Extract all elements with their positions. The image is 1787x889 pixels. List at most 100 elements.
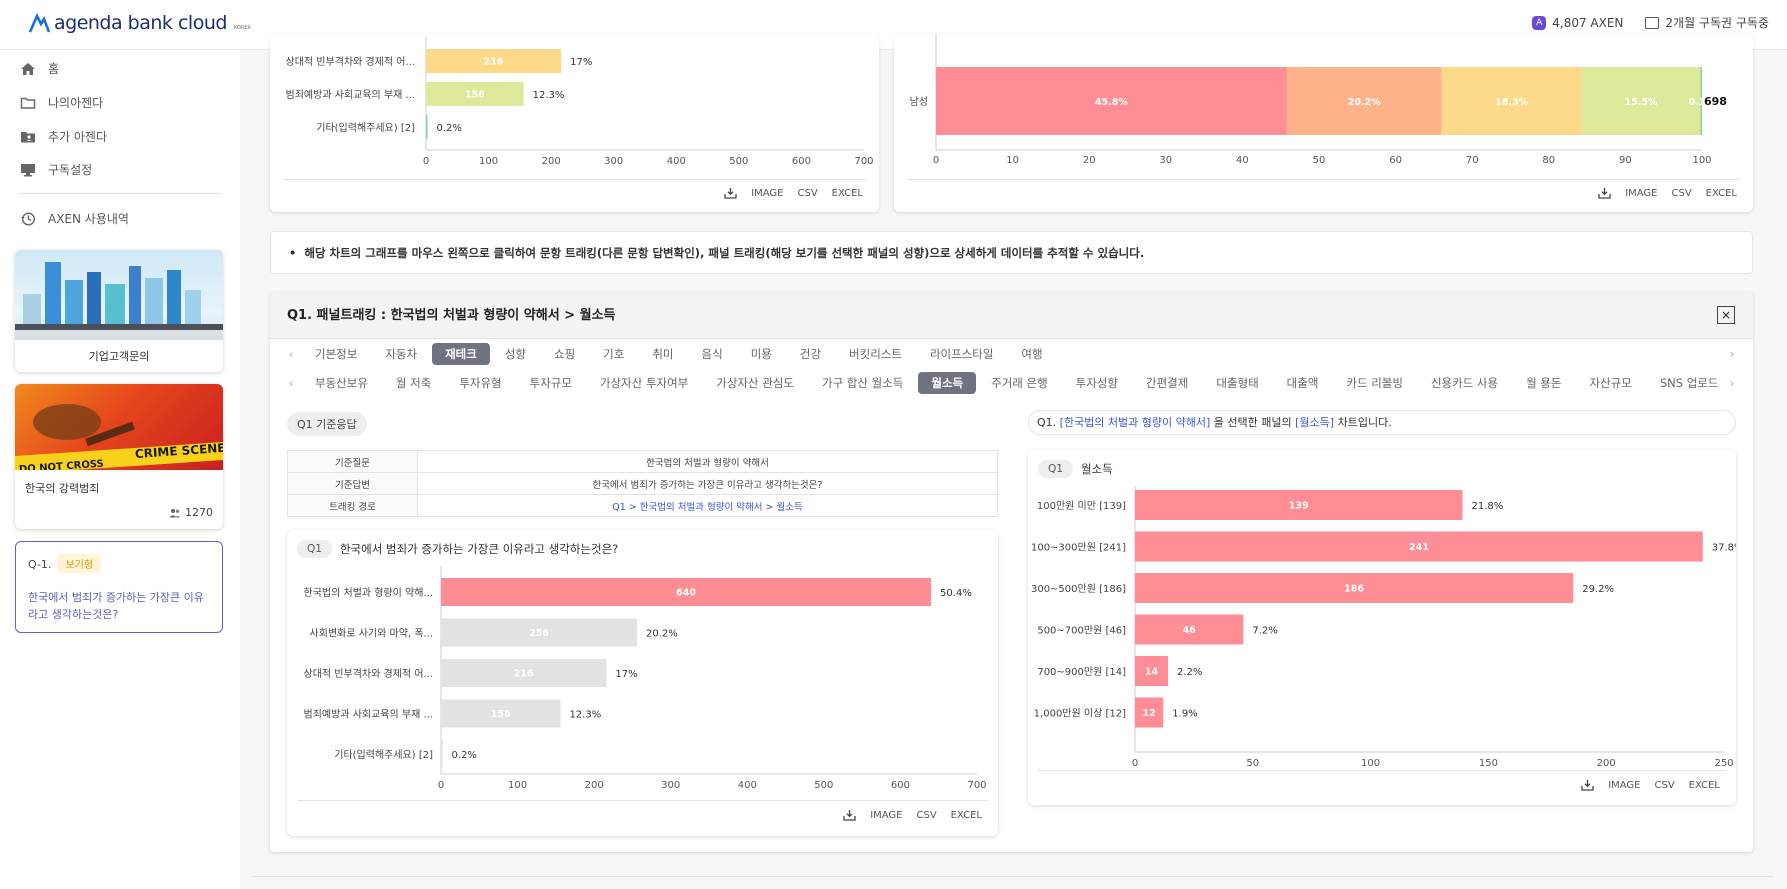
tab-item[interactable]: 기본정보 bbox=[315, 347, 358, 361]
tabs-scroll-left[interactable]: ‹ bbox=[288, 347, 294, 361]
tab-item[interactable]: 투자유형 bbox=[459, 376, 502, 390]
bar[interactable] bbox=[1135, 490, 1463, 520]
subscription-text: 2개월 구독권 구독중 bbox=[1665, 16, 1769, 30]
axen-balance[interactable]: A 4,807 AXEN bbox=[1532, 15, 1623, 30]
agenda-card-crime[interactable]: CRIME SCENE DO NOT CROSS 한국의 강력범죄 1270 bbox=[15, 384, 223, 529]
download-image[interactable]: IMAGE bbox=[1625, 188, 1658, 199]
download-csv[interactable]: CSV bbox=[797, 188, 818, 199]
download-image[interactable]: IMAGE bbox=[1608, 780, 1641, 791]
tab-item[interactable]: SNS 업로드 bbox=[1659, 376, 1719, 390]
percent-label: 17% bbox=[615, 669, 637, 680]
download-image[interactable]: IMAGE bbox=[751, 188, 784, 199]
tab-item[interactable]: 미용 bbox=[750, 347, 772, 361]
category-label: 범죄예방과 사회교육의 부재 ... bbox=[286, 89, 415, 101]
stacked-segment[interactable] bbox=[1286, 67, 1442, 135]
download-icon[interactable] bbox=[843, 810, 856, 821]
tab-item[interactable]: 신용카드 사용 bbox=[1430, 376, 1499, 390]
tabs-scroll-right[interactable]: › bbox=[1729, 347, 1735, 361]
corporate-inquiry-card[interactable]: 기업고객문의 bbox=[15, 250, 223, 372]
question-card[interactable]: Q-1. 보기형 한국에서 범죄가 증가하는 가장큰 이유라고 생각하는것은? bbox=[15, 541, 223, 633]
tracking-path-link[interactable]: Q1 > 한국법의 처벌과 형량이 약해서 > 월소득 bbox=[417, 494, 998, 517]
download-icon[interactable] bbox=[1598, 188, 1611, 199]
stacked-segment[interactable] bbox=[936, 67, 1287, 135]
download-icon[interactable] bbox=[724, 188, 737, 199]
bar[interactable] bbox=[441, 618, 638, 647]
x-tick-label: 90 bbox=[1619, 155, 1632, 166]
download-image[interactable]: IMAGE bbox=[870, 810, 903, 821]
bar[interactable] bbox=[441, 740, 443, 768]
tab-item[interactable]: 월 용돈 bbox=[1526, 376, 1562, 390]
sidebar-item-subscription[interactable]: 구독설정 bbox=[20, 161, 92, 178]
sidebar-item-add-agenda[interactable]: 추가 아젠다 bbox=[20, 128, 107, 145]
tab-item[interactable]: 월 저축 bbox=[395, 376, 432, 390]
tab-item[interactable]: 음식 bbox=[701, 347, 723, 361]
tab-item[interactable]: 가상자산 투자여부 bbox=[599, 376, 689, 390]
tab-item[interactable]: 부동산보유 bbox=[315, 376, 368, 390]
x-tick-label: 30 bbox=[1159, 155, 1172, 166]
category-label: 기타(입력해주세요) [2] bbox=[316, 121, 415, 134]
bar[interactable] bbox=[441, 578, 932, 606]
stacked-segment[interactable] bbox=[1581, 67, 1701, 135]
download-icon[interactable] bbox=[1581, 780, 1594, 791]
tab-item[interactable]: 성향 bbox=[504, 347, 526, 361]
download-excel[interactable]: EXCEL bbox=[1688, 780, 1720, 791]
download-excel[interactable]: EXCEL bbox=[831, 188, 863, 199]
tabs-scroll-left[interactable]: ‹ bbox=[288, 376, 294, 390]
tab-item[interactable]: 버킷리스트 bbox=[849, 347, 902, 361]
monitor-icon bbox=[21, 163, 35, 176]
tab-item[interactable]: 가구 합산 월소득 bbox=[821, 376, 904, 390]
tab-item[interactable]: 가상자산 관심도 bbox=[716, 376, 794, 390]
subscription-status[interactable]: 2개월 구독권 구독중 bbox=[1645, 14, 1769, 31]
tab-item[interactable]: 투자규모 bbox=[529, 376, 572, 390]
tab-item[interactable]: 라이프스타일 bbox=[929, 347, 994, 361]
sidebar-item-axen-history[interactable]: AXEN 사용내역 bbox=[20, 210, 129, 227]
tab-item[interactable]: 건강 bbox=[799, 347, 822, 361]
bar[interactable] bbox=[1135, 531, 1703, 562]
tab-item[interactable]: 쇼핑 bbox=[554, 347, 576, 361]
tab-item[interactable]: 대출액 bbox=[1286, 376, 1319, 390]
tab-active[interactable]: 월소득 bbox=[918, 372, 977, 394]
download-csv[interactable]: CSV bbox=[1654, 780, 1675, 791]
bar[interactable] bbox=[426, 82, 524, 106]
download-csv[interactable]: CSV bbox=[1671, 188, 1692, 199]
bar[interactable] bbox=[1135, 697, 1164, 728]
sidebar-item-my-agenda[interactable]: 나의아젠다 bbox=[20, 94, 103, 111]
category-label: 기타(입력해주세요) [2] bbox=[334, 748, 433, 761]
close-button[interactable]: × bbox=[1717, 306, 1735, 324]
x-tick-label: 200 bbox=[1597, 758, 1616, 769]
tab-item[interactable]: 카드 리볼빙 bbox=[1346, 376, 1403, 390]
download-bar: IMAGE CSV EXCEL bbox=[724, 188, 863, 199]
bar[interactable] bbox=[1135, 614, 1244, 645]
stacked-segment[interactable] bbox=[1441, 67, 1582, 135]
tab-item[interactable]: 기호 bbox=[603, 347, 625, 361]
download-excel[interactable]: EXCEL bbox=[1705, 188, 1737, 199]
tabs-scroll-right[interactable]: › bbox=[1729, 376, 1735, 390]
bar-value-label: 216 bbox=[484, 57, 504, 68]
tab-item[interactable]: 투자성향 bbox=[1075, 376, 1118, 390]
x-tick-label: 0 bbox=[438, 780, 444, 791]
tab-item[interactable]: 자산규모 bbox=[1589, 376, 1632, 390]
download-excel[interactable]: EXCEL bbox=[950, 810, 982, 821]
download-csv[interactable]: CSV bbox=[916, 810, 937, 821]
sidebar-item-home[interactable]: 홈 bbox=[20, 60, 59, 77]
tab-item[interactable]: 자동차 bbox=[385, 347, 418, 361]
stacked-segment[interactable] bbox=[1700, 67, 1702, 135]
tab-item[interactable]: 간편결제 bbox=[1146, 376, 1189, 390]
bar[interactable] bbox=[1135, 573, 1574, 603]
percent-label: 17% bbox=[570, 57, 592, 68]
bar[interactable] bbox=[426, 115, 428, 139]
bar[interactable] bbox=[1135, 656, 1168, 686]
logo[interactable]: agenda bank cloud KOREA bbox=[28, 12, 251, 34]
bar[interactable] bbox=[426, 49, 562, 73]
bar[interactable] bbox=[441, 659, 607, 687]
table-key: 기준질문 bbox=[287, 450, 418, 473]
tab-item[interactable]: 취미 bbox=[652, 347, 674, 361]
tab-item[interactable]: 대출형태 bbox=[1216, 376, 1259, 390]
x-tick-label: 700 bbox=[854, 156, 873, 167]
category-label: 100~300만원 [241] bbox=[1031, 542, 1126, 554]
tab-item[interactable]: 주거래 은행 bbox=[991, 376, 1048, 390]
category-label: 700~900만원 [14] bbox=[1037, 666, 1126, 678]
tab-active[interactable]: 재테크 bbox=[432, 343, 490, 365]
tab-item[interactable]: 여행 bbox=[1021, 347, 1043, 361]
bar[interactable] bbox=[441, 699, 561, 728]
